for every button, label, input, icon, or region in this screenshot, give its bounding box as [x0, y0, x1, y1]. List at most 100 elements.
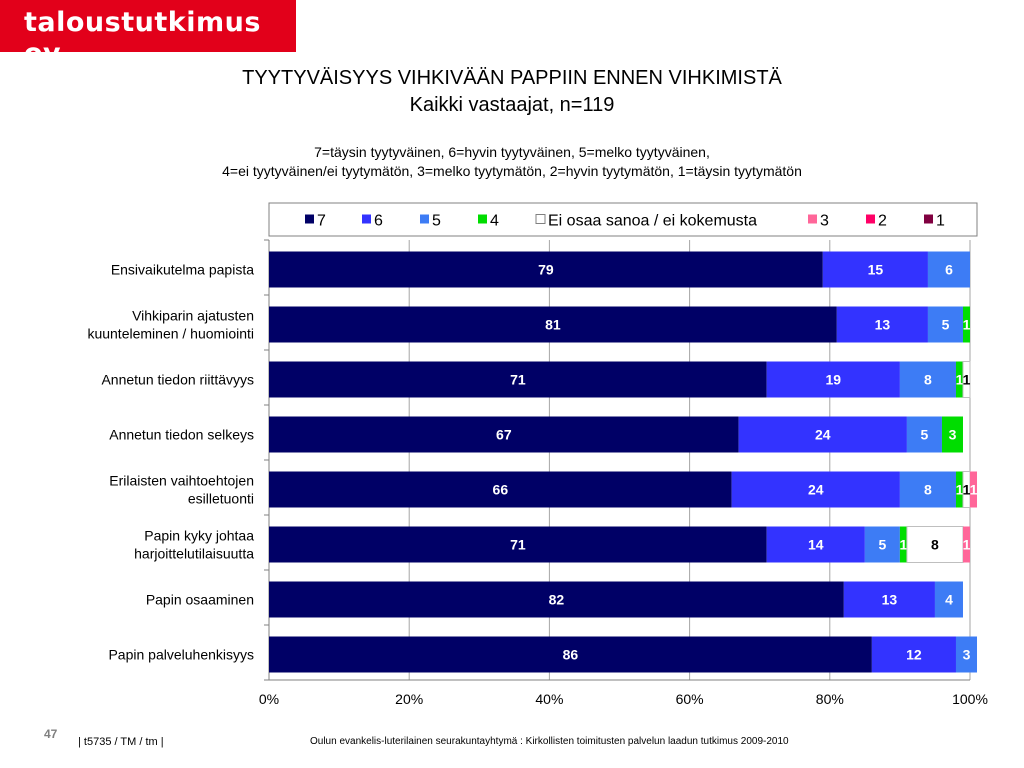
category-label: harjoittelutilaisuutta: [134, 546, 254, 562]
data-label: 5: [878, 537, 886, 553]
category-label: Erilaisten vaihtoehtojen: [109, 473, 254, 489]
category-label: Annetun tiedon selkeys: [109, 427, 254, 443]
data-label: 13: [882, 592, 898, 608]
legend-label: 7: [317, 213, 326, 230]
data-label: 1: [963, 372, 971, 388]
category-label: Annetun tiedon riittävyys: [101, 372, 254, 388]
legend-swatch: [362, 214, 371, 224]
category-label: Papin palveluhenkisyys: [108, 647, 254, 663]
bar-segment: [871, 636, 956, 673]
category-label: Papin osaaminen: [146, 592, 254, 608]
legend-label: 2: [878, 213, 887, 230]
data-label: 12: [906, 647, 922, 663]
data-label: 8: [924, 372, 932, 388]
bar-segment: [864, 526, 900, 563]
bar-segment: [822, 251, 928, 288]
bar-segment: [899, 526, 907, 563]
legend-swatch: [420, 214, 429, 224]
data-label: 3: [963, 647, 971, 663]
data-label: 5: [921, 427, 929, 443]
data-label: 3: [949, 427, 957, 443]
bar-segment: [836, 306, 928, 343]
bar-segment: [766, 526, 865, 563]
x-tick-label: 80%: [816, 691, 844, 707]
legend-swatch: [478, 214, 487, 224]
bar-segment: [927, 251, 970, 288]
bar-segment: [899, 361, 956, 398]
logo-banner: taloustutkimus oy: [0, 0, 296, 69]
legend-label: 4: [490, 213, 499, 230]
x-tick-label: 0%: [259, 691, 279, 707]
data-label: 19: [826, 372, 842, 388]
data-label: 86: [563, 647, 579, 663]
bar-segment: [269, 636, 872, 673]
data-label: 71: [510, 372, 526, 388]
bar-segment: [269, 251, 823, 288]
data-label: 6: [945, 262, 953, 278]
bar-segment: [899, 471, 956, 508]
data-label: 82: [549, 592, 565, 608]
legend-label: Ei osaa sanoa / ei kokemusta: [548, 213, 757, 230]
data-label: 1: [956, 372, 964, 388]
category-label: Ensivaikutelma papista: [111, 262, 254, 278]
bar-segment: [962, 306, 970, 343]
x-tick-label: 60%: [676, 691, 704, 707]
data-label: 8: [924, 482, 932, 498]
bar-segment: [962, 526, 970, 563]
bar-segment: [955, 636, 978, 673]
data-label: 14: [808, 537, 824, 553]
chart-title-sample: Kaikki vastaajat, n=119: [409, 94, 615, 116]
data-label: 8: [931, 537, 939, 553]
data-label: 5: [942, 317, 950, 333]
data-label: 24: [815, 427, 831, 443]
bar-segment: [962, 361, 971, 398]
data-label: 24: [808, 482, 824, 498]
legend-swatch: [866, 214, 875, 224]
bar-segment: [738, 416, 907, 453]
bar-segment: [970, 471, 978, 508]
legend-box: [268, 202, 978, 237]
scale-description-line-2: 4=ei tyytyväinen/ei tyytymätön, 3=melko …: [222, 163, 802, 179]
data-label: 71: [510, 537, 526, 553]
legend-swatch: [535, 214, 546, 224]
category-label: kuunteleminen / huomiointi: [87, 326, 254, 342]
bar-segment: [843, 581, 935, 618]
data-label: 1: [963, 482, 971, 498]
legend-swatch: [305, 214, 314, 224]
bar-segment: [269, 471, 732, 508]
data-label: 81: [545, 317, 561, 333]
scale-description-line-1: 7=täysin tyytyväinen, 6=hyvin tyytyväine…: [314, 144, 710, 160]
chart-title: TYYTYVÄISYYS VIHKIVÄÄN PAPPIIN ENNEN VIH…: [242, 67, 782, 89]
bar-segment: [955, 361, 963, 398]
bar-segment: [269, 581, 844, 618]
legend-label: 5: [432, 213, 441, 230]
x-tick-label: 100%: [952, 691, 988, 707]
data-label: 79: [538, 262, 554, 278]
bar-segment: [906, 526, 964, 563]
x-tick-label: 40%: [535, 691, 563, 707]
data-label: 66: [493, 482, 509, 498]
data-label: 1: [956, 482, 964, 498]
bar-segment: [766, 361, 900, 398]
category-label: esilletuonti: [188, 491, 254, 507]
bar-segment: [269, 526, 767, 563]
bar-segment: [941, 416, 963, 453]
legend-label: 1: [936, 213, 945, 230]
bar-segment: [927, 306, 963, 343]
bar-segment: [934, 581, 963, 618]
footer-code: | t5735 / TM / tm |: [78, 736, 164, 748]
bar-segment: [731, 471, 900, 508]
category-label: Papin kyky johtaa: [144, 528, 254, 544]
page-number: 47: [44, 727, 58, 741]
bar-segment: [906, 416, 942, 453]
data-label: 67: [496, 427, 512, 443]
category-label: Vihkiparin ajatusten: [132, 308, 254, 324]
data-label: 1: [970, 482, 978, 498]
data-label: 1: [963, 537, 971, 553]
bar-segment: [955, 471, 963, 508]
legend-swatch: [924, 214, 933, 224]
footer-source: Oulun evankelis-luterilainen seurakuntay…: [310, 736, 789, 747]
bar-segment: [269, 361, 767, 398]
legend-label: 6: [374, 213, 383, 230]
